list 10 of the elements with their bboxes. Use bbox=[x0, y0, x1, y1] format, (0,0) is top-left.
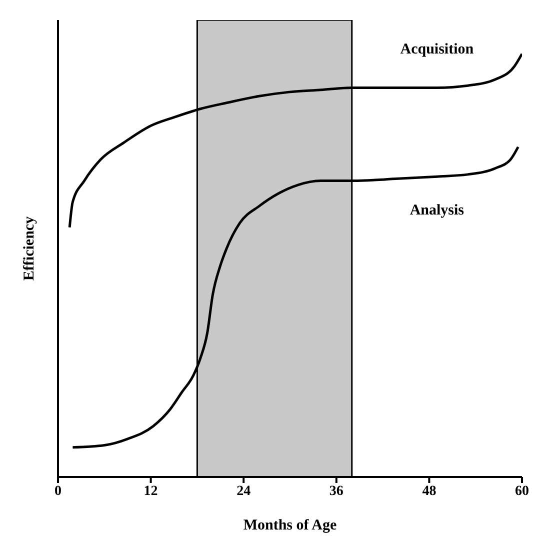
x-tick-label: 12 bbox=[144, 484, 158, 499]
x-tick-label: 24 bbox=[236, 484, 251, 499]
series-label: Acquisition bbox=[400, 42, 474, 58]
x-tick-label: 0 bbox=[54, 484, 62, 499]
series-label: Analysis bbox=[410, 202, 464, 219]
x-tick-label: 36 bbox=[329, 484, 344, 499]
y-axis-title: Efficiency bbox=[21, 216, 38, 281]
x-tick-label: 60 bbox=[515, 484, 529, 499]
x-tick-label: 48 bbox=[422, 484, 436, 499]
x-axis-title: Months of Age bbox=[243, 518, 338, 534]
